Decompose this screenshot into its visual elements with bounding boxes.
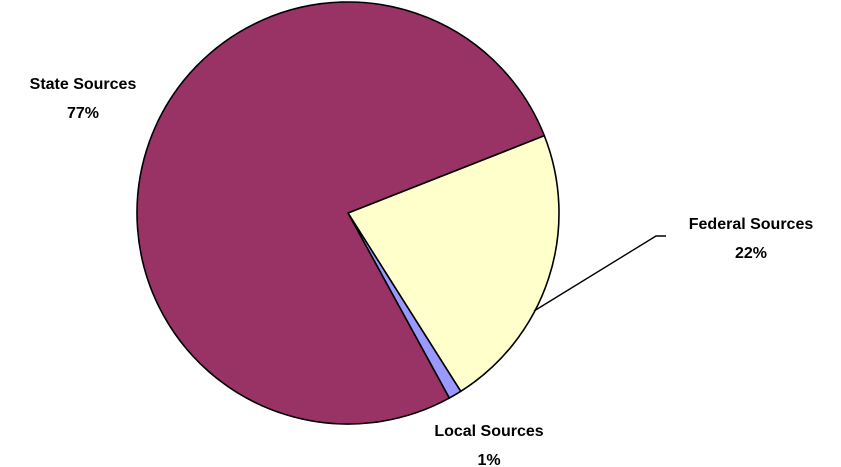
slice-percent-state-sources: 77% [67, 105, 99, 122]
slice-label-federal-sources: Federal Sources [689, 216, 814, 233]
leader-line-federal-sources [533, 235, 666, 312]
slice-label-local-sources: Local Sources [434, 423, 543, 440]
pie-slices [136, 1, 560, 425]
slice-labels: State Sources 77% Federal Sources 22% Local … [30, 76, 814, 467]
slice-percent-federal-sources: 22% [735, 245, 767, 262]
pie-slice-state-sources [136, 1, 546, 425]
pie-slice-federal-sources [347, 134, 560, 393]
slice-label-state-sources: State Sources [30, 76, 137, 93]
leader-lines [533, 235, 666, 312]
slice-percent-local-sources: 1% [477, 452, 500, 467]
